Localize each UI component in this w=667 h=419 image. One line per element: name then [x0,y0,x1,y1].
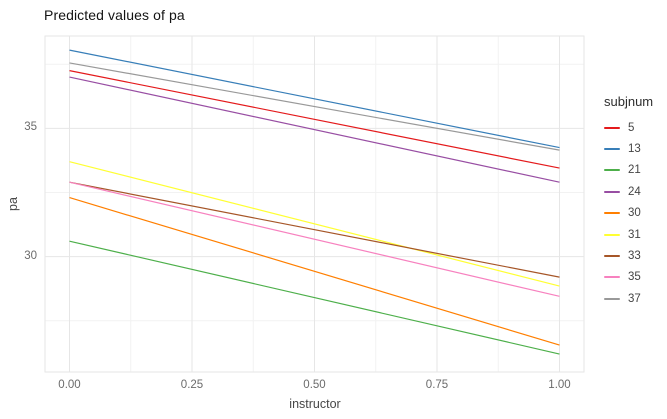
legend-item: 37 [604,288,653,309]
legend-item: 33 [604,245,653,266]
series-line-21 [69,240,560,355]
x-tick-label: 0.25 [180,379,204,391]
legend-item: 24 [604,181,653,202]
legend-label: 31 [628,228,641,241]
series-line-30 [69,197,560,346]
legend-key-line [604,233,620,236]
series-line-35 [69,181,560,297]
y-tick-label: 30 [24,249,37,262]
legend-item: 31 [604,224,653,245]
legend-label: 5 [628,121,635,134]
legend-item: 13 [604,138,653,159]
legend-key-line [604,297,620,300]
legend-key-line [604,126,620,129]
legend-label: 30 [628,207,641,220]
legend-label: 21 [628,164,641,177]
series-line-13 [69,49,560,149]
legend-item: 5 [604,117,653,138]
legend-item: 21 [604,160,653,181]
legend-item: 35 [604,267,653,288]
legend-key-line [604,212,620,215]
legend-label: 33 [628,250,641,263]
series-line-5 [69,70,560,169]
legend-label: 37 [628,292,641,305]
series-line-37 [69,62,560,151]
legend-key-line [604,169,620,172]
legend-label: 35 [628,271,641,284]
y-tick-label: 35 [24,121,37,134]
x-tick-label: 0.50 [303,379,326,391]
legend: subjnum 5 13 21 24 30 31 33 35 37 [604,94,653,310]
y-axis-title: pa [6,197,20,211]
legend-key-line [604,148,620,151]
legend-title: subjnum [604,94,654,109]
legend-key-line [604,190,620,193]
series-line-33 [69,181,560,278]
x-tick-label: 1.00 [548,379,571,391]
legend-key-line [604,255,620,258]
x-axis-title: instructor [289,397,341,411]
legend-item: 30 [604,203,653,224]
x-tick-label: 0.00 [58,379,81,391]
legend-label: 24 [628,185,641,198]
legend-key-line [604,276,620,279]
panel-border [44,35,585,373]
chart-title: Predicted values of pa [44,7,185,23]
series-line-31 [69,161,560,287]
legend-items: 5 13 21 24 30 31 33 35 37 [604,117,653,310]
legend-label: 13 [628,143,641,156]
x-tick-label: 0.75 [425,379,449,391]
series-line-24 [69,76,560,183]
